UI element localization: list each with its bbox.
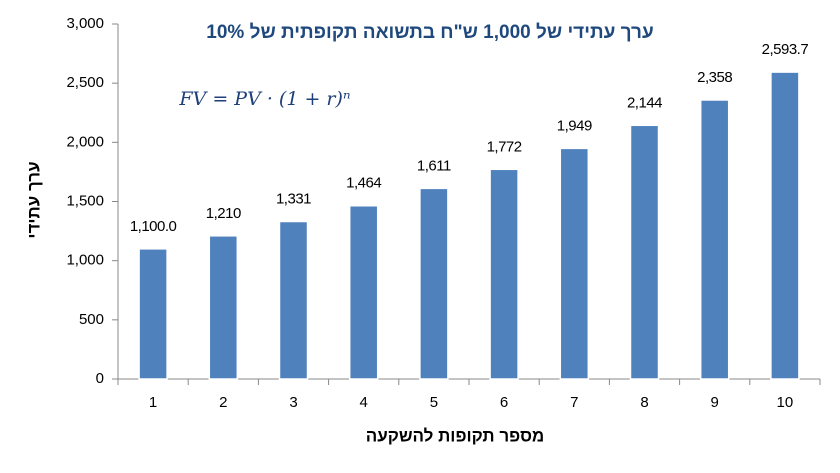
y-tick-label: 1,000 [66, 252, 104, 269]
y-tick-label: 2,000 [66, 133, 104, 150]
bar [138, 248, 168, 380]
bar [419, 187, 449, 380]
bar [208, 235, 239, 380]
x-tick-label: 9 [711, 394, 719, 411]
y-tick-label: 3,000 [66, 15, 104, 32]
x-tick-label: 2 [219, 394, 227, 411]
y-tick-label: 0 [96, 370, 104, 387]
data-label: 2,358 [697, 69, 732, 86]
data-label: 2,144 [627, 94, 662, 111]
y-tick-label: 500 [79, 311, 104, 328]
data-label: 1,949 [557, 117, 592, 134]
bar [559, 147, 590, 380]
chart-title: ערך עתידי של 1,000 ש"ח בתשואה תקופתית של… [206, 22, 653, 43]
data-label: 1,464 [346, 175, 381, 192]
x-tick-label: 5 [430, 394, 438, 411]
data-label: 1,611 [417, 157, 451, 174]
x-axis-title: מספר תקופות להשקעה [366, 426, 545, 445]
data-label: 1,331 [276, 190, 311, 207]
data-label: 2,593.7 [762, 41, 809, 58]
bar [348, 205, 379, 380]
x-tick-label: 3 [289, 394, 297, 411]
data-label: 1,772 [487, 138, 522, 155]
x-tick-label: 1 [149, 394, 157, 411]
y-tick-label: 1,500 [66, 192, 104, 209]
x-tick-label: 10 [777, 394, 794, 411]
bar [278, 220, 309, 380]
data-label: 1,100.0 [130, 218, 177, 235]
y-tick-label: 2,500 [66, 74, 104, 91]
x-tick-label: 4 [360, 394, 368, 411]
x-tick-label: 7 [570, 394, 578, 411]
y-axis-title: ערך עתידי [24, 161, 43, 238]
bar [489, 168, 519, 380]
bar [629, 124, 660, 380]
bar [699, 99, 730, 380]
x-tick-label: 8 [640, 394, 648, 411]
x-tick-label: 6 [500, 394, 508, 411]
formula: FV = PV · (1 + r)ⁿ [178, 88, 350, 110]
data-label: 1,210 [206, 205, 241, 222]
bar [770, 71, 800, 380]
